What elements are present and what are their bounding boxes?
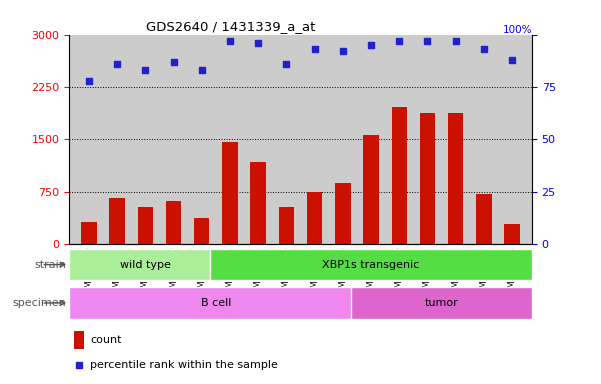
Bar [166, 200, 182, 244]
Bar [81, 222, 97, 244]
Point [507, 56, 517, 63]
Bar [307, 192, 322, 244]
Point [451, 38, 460, 44]
Bar [69, 249, 222, 280]
Point [423, 38, 432, 44]
Point [197, 67, 207, 73]
Bar [352, 287, 532, 319]
Text: 100%: 100% [502, 25, 532, 35]
Point [366, 42, 376, 48]
Text: count: count [90, 335, 121, 345]
Point [282, 61, 291, 67]
Point [169, 59, 178, 65]
Text: B cell: B cell [201, 298, 231, 308]
Bar [504, 223, 520, 244]
Point [338, 48, 347, 55]
Bar [222, 142, 238, 244]
Bar [194, 218, 210, 244]
Text: percentile rank within the sample: percentile rank within the sample [90, 360, 278, 370]
Text: tumor: tumor [425, 298, 459, 308]
Point [225, 38, 235, 44]
Bar [69, 287, 362, 319]
Point [310, 46, 319, 52]
Text: GDS2640 / 1431339_a_at: GDS2640 / 1431339_a_at [147, 20, 316, 33]
Bar [109, 199, 125, 244]
Point [254, 40, 263, 46]
Point [141, 67, 150, 73]
Bar [363, 135, 379, 244]
Point [112, 61, 122, 67]
Point [394, 38, 404, 44]
Bar [138, 207, 153, 244]
Bar [279, 207, 294, 244]
Bar [210, 249, 532, 280]
Point [74, 362, 84, 368]
Bar [74, 331, 84, 349]
Bar [419, 113, 435, 244]
Point [479, 46, 489, 52]
Bar [335, 183, 350, 244]
Bar [251, 162, 266, 244]
Text: strain: strain [34, 260, 66, 270]
Bar [391, 107, 407, 244]
Text: wild type: wild type [120, 260, 171, 270]
Bar [448, 113, 463, 244]
Point [84, 78, 94, 84]
Bar [476, 194, 492, 244]
Text: XBP1s transgenic: XBP1s transgenic [322, 260, 419, 270]
Text: specimen: specimen [13, 298, 66, 308]
